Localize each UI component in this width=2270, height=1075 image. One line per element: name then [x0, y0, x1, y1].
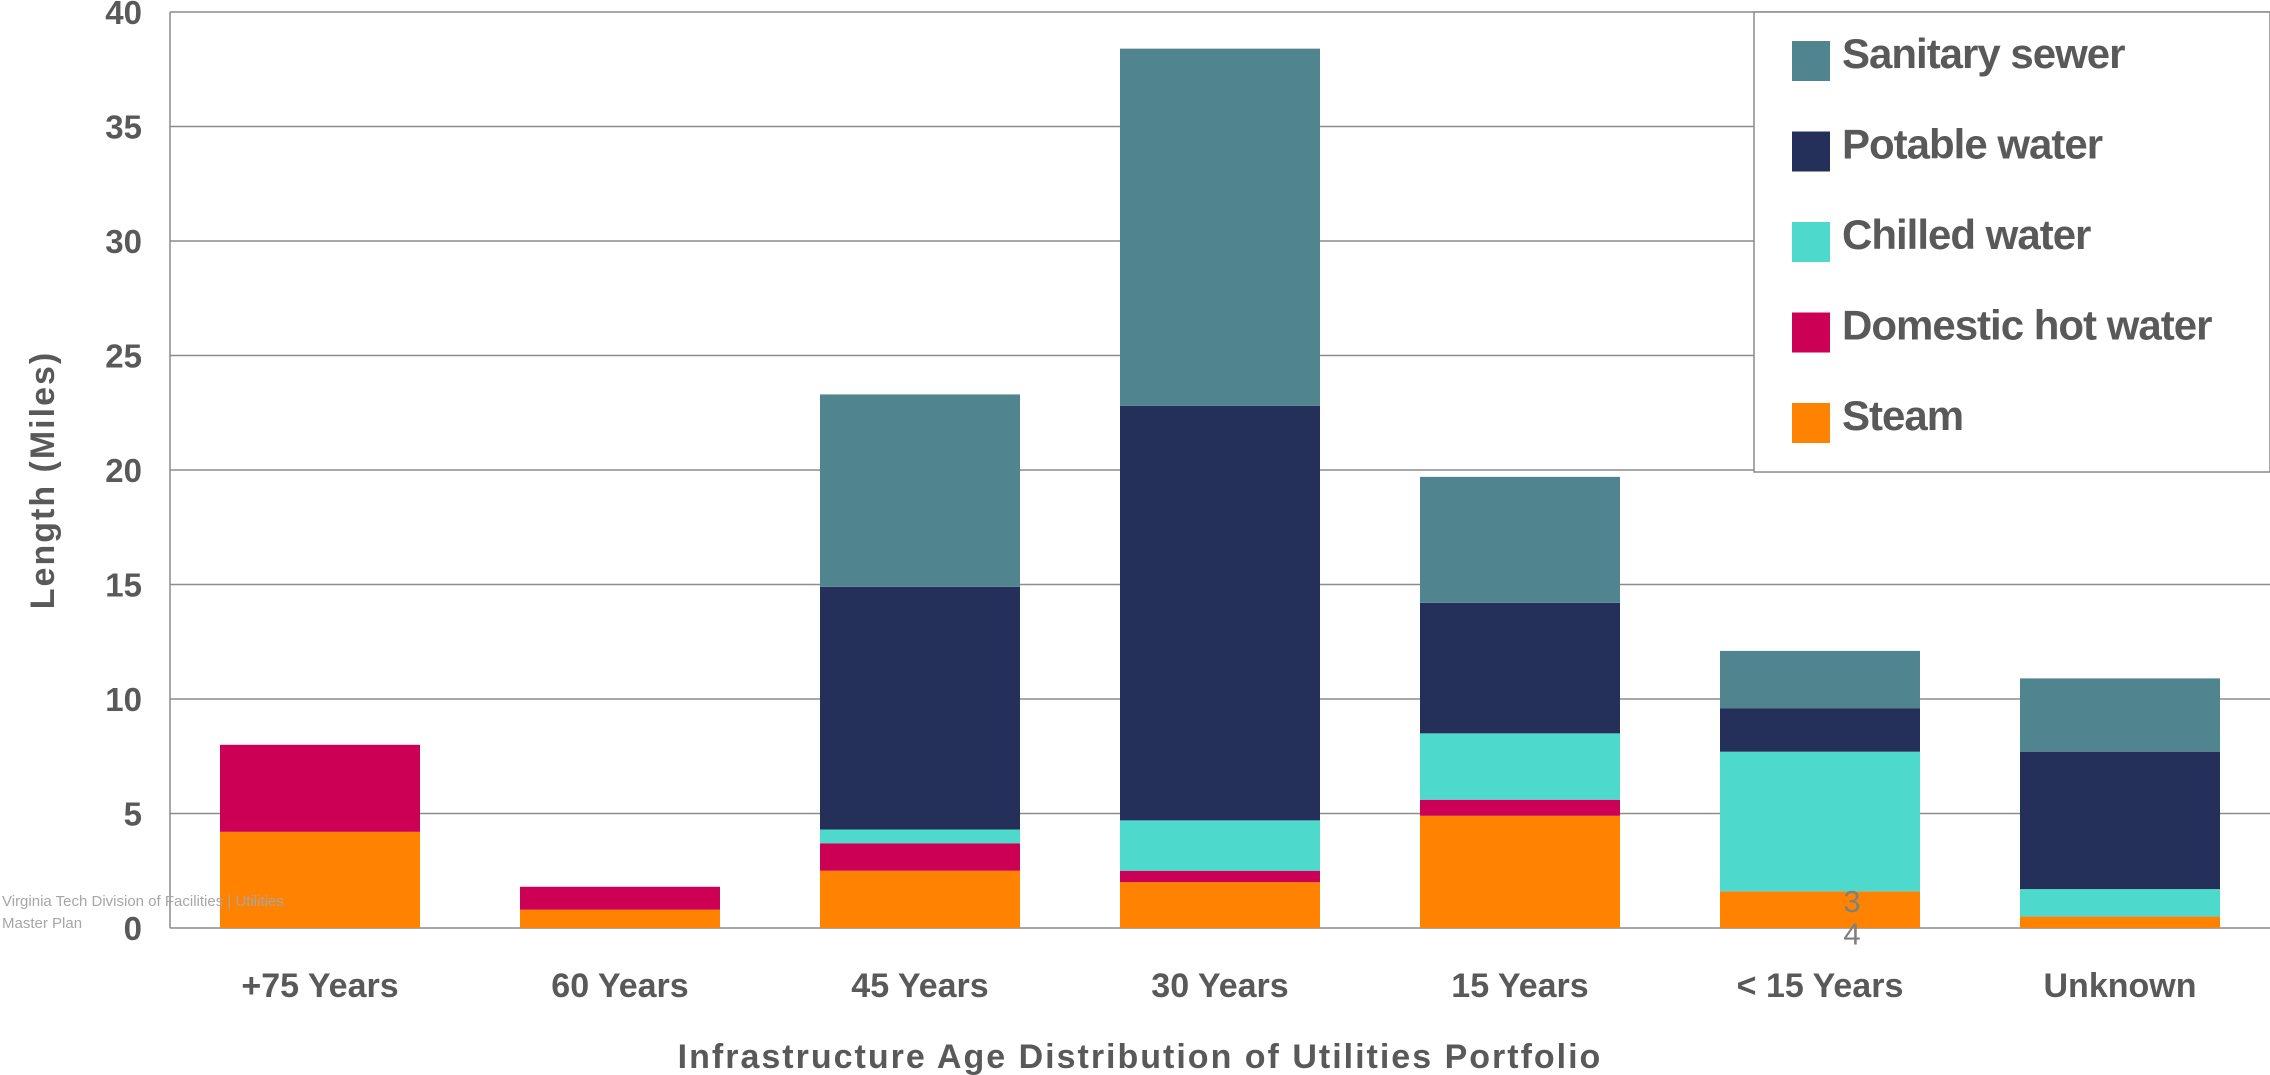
bar-segment — [2020, 678, 2220, 752]
x-tick-label: < 15 Years — [1737, 967, 1904, 1005]
bar-segment — [1120, 870, 1320, 883]
bar-segment — [1120, 882, 1320, 928]
legend: Sanitary sewer Potable water Chilled water… — [1753, 11, 2270, 473]
y-axis-tick-labels: 0 5 10 15 20 25 30 35 40 — [105, 0, 142, 947]
legend-label: Potable water — [1842, 121, 2103, 168]
legend-label: Chilled water — [1842, 211, 2091, 258]
x-tick-label: 60 Years — [551, 967, 688, 1005]
y-tick-label: 5 — [124, 796, 142, 833]
x-tick-label: 15 Years — [1451, 967, 1588, 1005]
x-axis-category-labels: +75 Years 60 Years 45 Years 30 Years 15 Year… — [241, 967, 2196, 1005]
bar-segment — [820, 829, 1020, 844]
bar-segment — [1420, 476, 1620, 603]
y-tick-label: 35 — [105, 109, 142, 146]
x-tick-label: Unknown — [2044, 967, 2197, 1005]
bar-segment — [520, 886, 720, 910]
bar-segment — [1420, 733, 1620, 800]
bar-segment — [820, 586, 1020, 830]
legend-swatch — [1792, 222, 1830, 262]
y-tick-label: 0 — [124, 910, 142, 947]
bar-segment — [1720, 708, 1920, 752]
x-axis-title: Infrastructure Age Distribution of Utili… — [678, 1038, 1603, 1075]
bar-segment — [1420, 602, 1620, 734]
bar-segment — [1120, 820, 1320, 871]
bar-segment — [820, 394, 1020, 587]
bar-segment — [2020, 751, 2220, 890]
y-tick-label: 40 — [105, 0, 142, 31]
legend-swatch — [1792, 41, 1830, 81]
bar-segment — [820, 843, 1020, 871]
bars — [220, 48, 2220, 928]
x-tick-label: 45 Years — [851, 967, 988, 1005]
bar-segment — [1420, 799, 1620, 816]
footer-line-1: Virginia Tech Division of Facilities | U… — [2, 893, 284, 910]
legend-label: Domestic hot water — [1842, 302, 2212, 349]
bar-segment — [2020, 916, 2220, 928]
legend-swatch — [1792, 403, 1830, 443]
legend-label: Steam — [1842, 392, 1963, 439]
bar-segment — [1720, 751, 1920, 892]
bar-segment — [220, 744, 420, 832]
bar-segment — [520, 909, 720, 928]
legend-label: Sanitary sewer — [1842, 30, 2125, 77]
y-tick-label: 20 — [105, 452, 142, 489]
legend-box — [1753, 11, 2270, 473]
bar-segment — [2020, 889, 2220, 917]
bar-segment — [220, 831, 420, 928]
y-tick-label: 15 — [105, 567, 142, 604]
bar-segment — [1420, 815, 1620, 928]
bar-segment — [1120, 48, 1320, 406]
x-tick-label: +75 Years — [241, 967, 398, 1005]
y-axis-title: Length (Miles) — [24, 351, 62, 609]
legend-swatch — [1792, 312, 1830, 353]
x-tick-label: 30 Years — [1151, 967, 1288, 1005]
y-tick-label: 10 — [105, 681, 142, 718]
y-tick-label: 30 — [105, 223, 142, 260]
bar-segment — [820, 870, 1020, 928]
bar-segment — [1120, 405, 1320, 821]
bar-segment — [1720, 650, 1920, 709]
bar-segment — [1720, 891, 1920, 928]
footer-line-2: Master Plan — [2, 915, 82, 932]
legend-swatch — [1792, 131, 1830, 172]
y-tick-label: 25 — [105, 338, 142, 375]
